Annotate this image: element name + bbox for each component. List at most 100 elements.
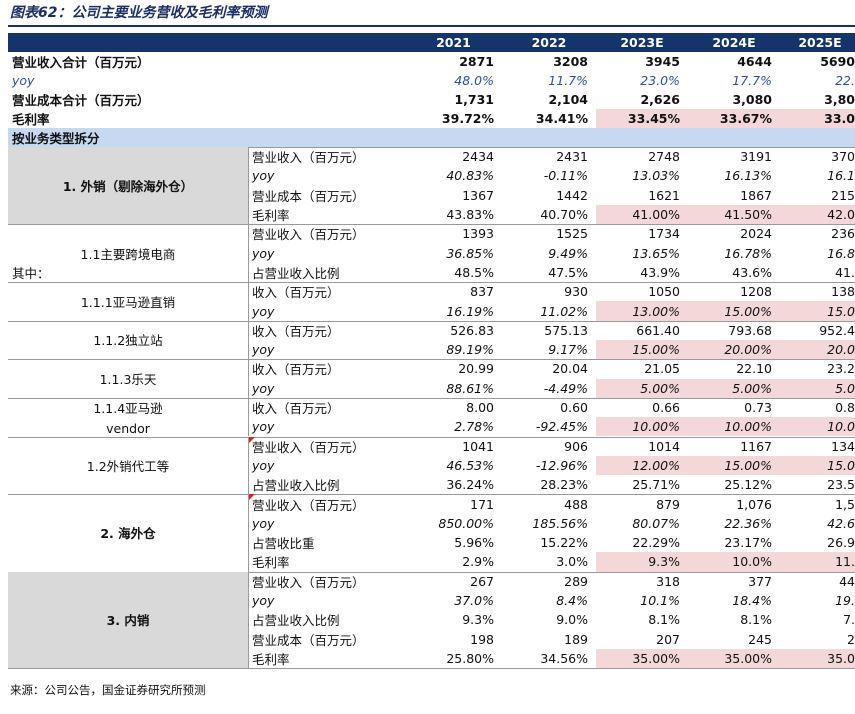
side-note: 其中： [12, 265, 50, 281]
row-value: 9.3% [648, 554, 680, 570]
row-label: 占营业收入比例 [252, 265, 340, 281]
row-value: 20.99 [458, 361, 494, 377]
vrule [248, 147, 249, 225]
row-value: 189 [564, 631, 588, 647]
row-value: 40.83% [446, 168, 494, 184]
summary-value: 3,80 [824, 92, 855, 107]
highlight [596, 340, 855, 360]
row-value: 9.49% [548, 245, 588, 261]
row-value: 43.6% [732, 264, 772, 280]
summary-label: 营业成本合计（百万元） [12, 93, 150, 108]
row-value: 41.50% [724, 207, 772, 223]
row-value: 267 [470, 573, 494, 589]
group-shade [8, 147, 248, 225]
row-value: 2431 [556, 149, 588, 165]
row-value: 36.24% [446, 477, 494, 493]
row-value: 1442 [556, 187, 588, 203]
row-value: 2434 [462, 149, 494, 165]
row-value: 13.00% [632, 303, 680, 319]
rule [8, 282, 855, 284]
row-value: 793.68 [728, 322, 772, 338]
row-value: 236 [831, 226, 855, 242]
group-label-line: 2. 海外仓 [100, 526, 156, 542]
row-value: 89.19% [446, 342, 494, 358]
row-value: 37.0% [454, 593, 494, 609]
highlight [596, 109, 855, 128]
row-value: 25.80% [446, 650, 494, 666]
row-value: 22.36% [724, 515, 772, 531]
rule [8, 494, 855, 496]
row-label: 占营业收入比例 [252, 613, 340, 629]
row-value: 1734 [648, 226, 680, 242]
rule [8, 320, 855, 322]
summary-label: 毛利率 [12, 112, 50, 127]
row-value: 11. [835, 554, 855, 570]
row-value: 0.60 [560, 400, 588, 416]
title-rule [8, 25, 855, 27]
summary-value: 5690 [820, 54, 855, 69]
group-label: 1.1主要跨境电商 [8, 224, 248, 282]
highlight [596, 204, 855, 225]
row-value: 245 [748, 631, 772, 647]
row-value: 16.1 [827, 168, 855, 184]
row-value: 23.5 [827, 477, 855, 493]
comment-flag [249, 436, 255, 443]
section-bar [8, 128, 855, 147]
row-label: 营业收入（百万元） [252, 574, 365, 590]
row-value: 15.0 [827, 457, 855, 473]
row-label: yoy [252, 245, 275, 261]
group-label-line: 1. 外销（剔除海外仓） [62, 179, 194, 195]
row-value: 15.22% [540, 535, 588, 551]
vrule [248, 320, 249, 360]
row-value: 1867 [740, 187, 772, 203]
summary-value: 23.0% [640, 73, 680, 88]
row-value: 10.00% [724, 419, 772, 435]
row-value: 661.40 [636, 322, 680, 338]
row-value: 1050 [648, 284, 680, 300]
row-value: 5.0 [835, 380, 855, 396]
row-value: 16.19% [446, 303, 494, 319]
header-bar [8, 33, 855, 52]
group-label: 1.2外销代工等 [8, 437, 248, 495]
row-value: 850.00% [438, 515, 494, 531]
row-label: yoy [252, 515, 275, 531]
row-label: 收入（百万元） [252, 285, 340, 301]
row-value: 18.4% [732, 593, 772, 609]
row-value: 88.61% [446, 380, 494, 396]
row-label: 营业收入（百万元） [252, 227, 365, 243]
row-value: 1014 [648, 438, 680, 454]
header-cell: 2022 [531, 35, 567, 50]
row-value: 7. [843, 612, 855, 628]
row-value: 3.0% [556, 554, 588, 570]
row-label: 收入（百万元） [252, 362, 340, 378]
row-value: 35.0 [827, 650, 855, 666]
row-value: 44 [839, 573, 855, 589]
summary-label: yoy [12, 73, 35, 88]
row-value: 12.00% [632, 457, 680, 473]
row-value: 377 [748, 573, 772, 589]
group-label: 2. 海外仓 [8, 494, 248, 571]
summary-value: 3945 [645, 54, 680, 69]
row-value: 25.71% [632, 477, 680, 493]
row-value: 5.00% [640, 380, 680, 396]
title: 图表62：公司主要业务营收及毛利率预测 [10, 5, 268, 21]
row-value: 198 [470, 631, 494, 647]
group-label: 1.1.1亚马逊直销 [8, 282, 248, 321]
row-value: 46.53% [446, 457, 494, 473]
row-label: yoy [252, 303, 275, 319]
row-value: 15.00% [724, 457, 772, 473]
row-value: 215 [831, 187, 855, 203]
row-value: 2 [847, 631, 855, 647]
rule [8, 359, 855, 361]
row-value: 526.83 [450, 322, 494, 338]
row-value: 28.23% [540, 477, 588, 493]
row-value: 41. [835, 264, 855, 280]
summary-value: 2,104 [548, 92, 588, 107]
row-value: 8.1% [648, 612, 680, 628]
row-value: 5.00% [732, 380, 772, 396]
row-value: 370 [831, 149, 855, 165]
row-value: 0.73 [744, 400, 772, 416]
group-label-line: 1.1.1亚马逊直销 [80, 294, 176, 310]
highlight [596, 417, 855, 437]
